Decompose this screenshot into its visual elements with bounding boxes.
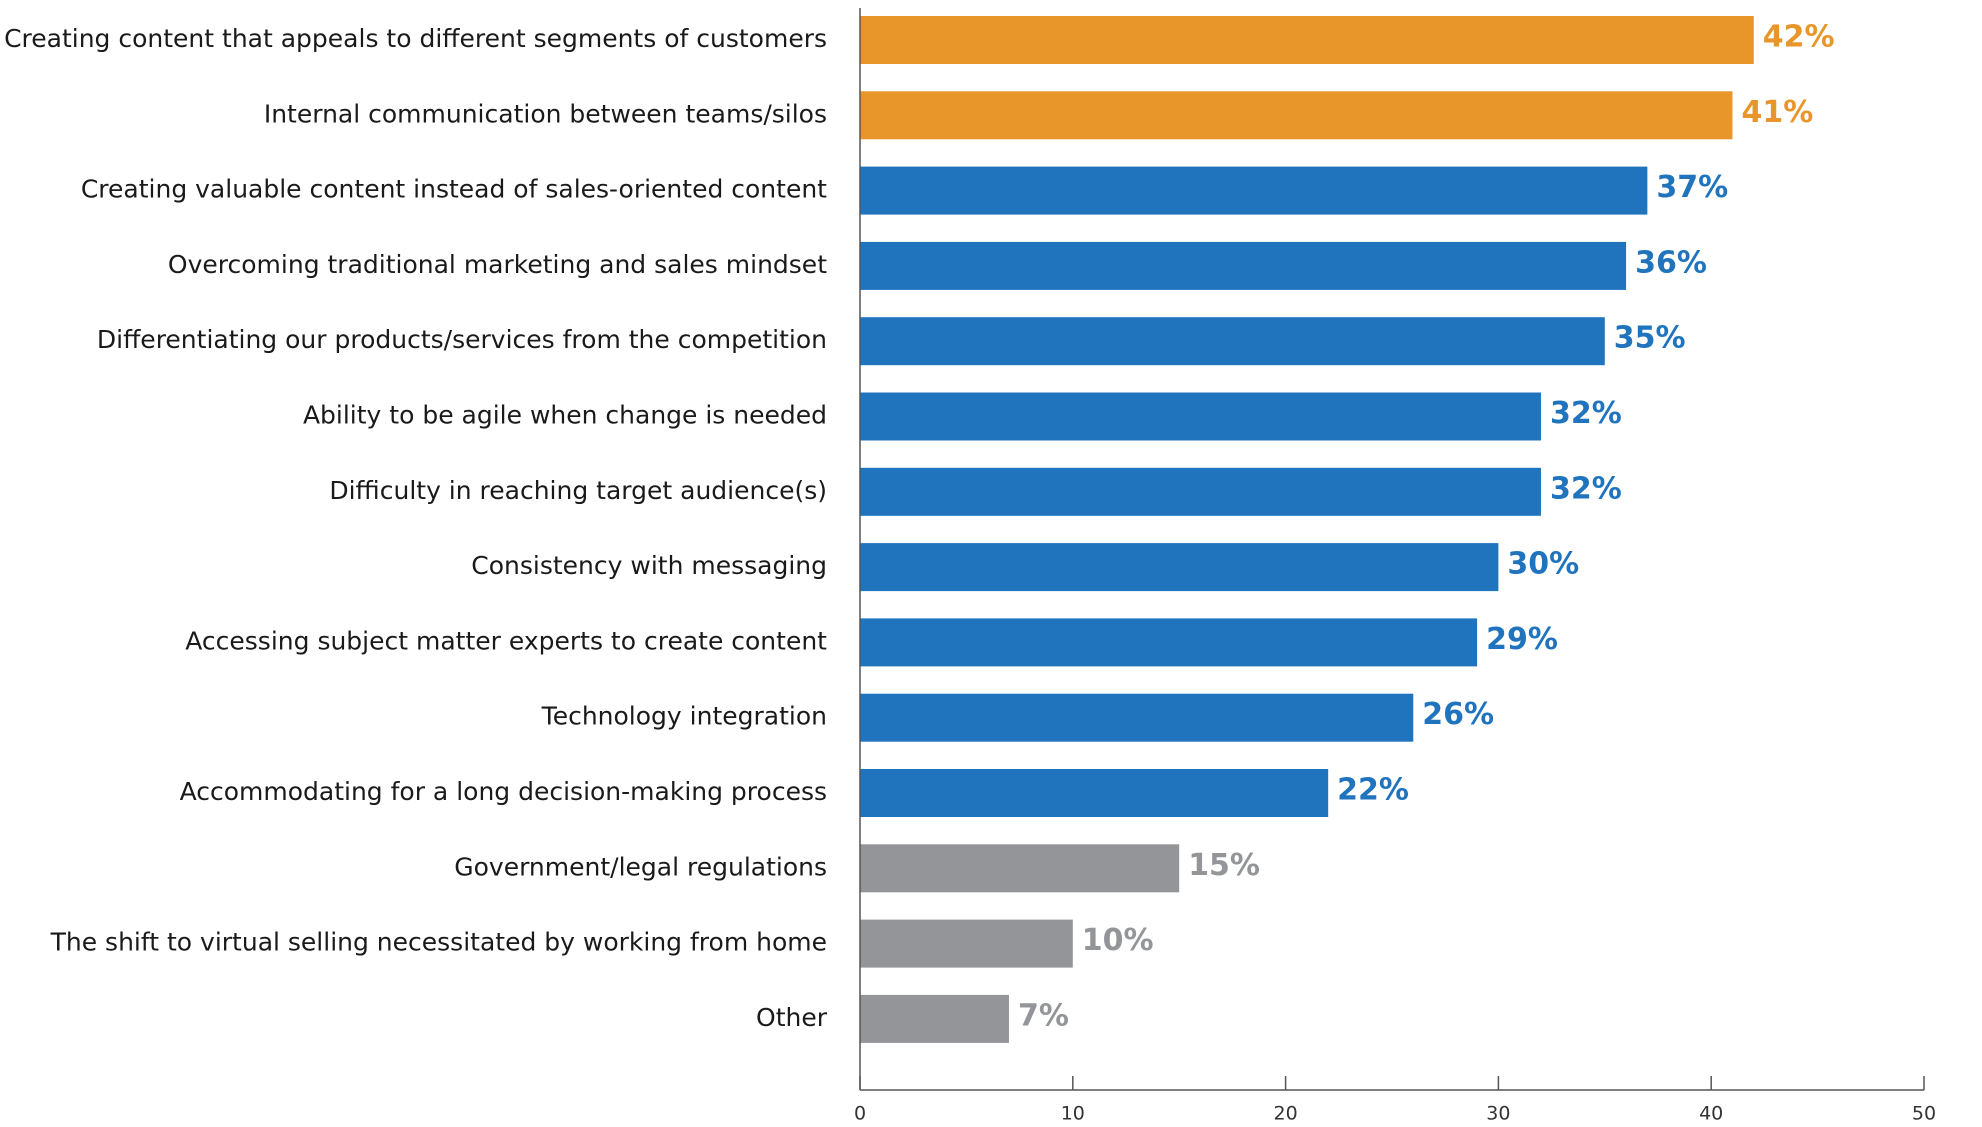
- category-label: Technology integration: [541, 702, 827, 731]
- value-label: 26%: [1422, 697, 1494, 732]
- bar: [860, 166, 1648, 215]
- value-label: 22%: [1337, 773, 1409, 808]
- bar: [860, 994, 1009, 1043]
- value-label: 42%: [1763, 20, 1835, 55]
- value-label: 37%: [1656, 170, 1728, 205]
- x-tick-label: 20: [1274, 1103, 1298, 1125]
- value-label: 32%: [1550, 471, 1622, 506]
- value-label: 7%: [1018, 998, 1069, 1033]
- x-tick-label: 50: [1912, 1103, 1936, 1125]
- value-label: 35%: [1614, 321, 1686, 356]
- value-label: 30%: [1507, 547, 1579, 582]
- bar: [860, 467, 1541, 516]
- category-label: Ability to be agile when change is neede…: [303, 401, 827, 430]
- category-label: Internal communication between teams/sil…: [264, 99, 827, 128]
- category-label: Accommodating for a long decision-making…: [180, 777, 827, 806]
- category-label: Government/legal regulations: [454, 852, 827, 881]
- category-label: Accessing subject matter experts to crea…: [185, 626, 827, 655]
- bar: [860, 241, 1627, 290]
- value-label: 29%: [1486, 622, 1558, 657]
- category-label: The shift to virtual selling necessitate…: [50, 928, 827, 957]
- value-label: 41%: [1741, 95, 1813, 130]
- bar: [860, 16, 1754, 64]
- value-label: 32%: [1550, 396, 1622, 431]
- bar: [860, 317, 1605, 366]
- value-label: 36%: [1635, 245, 1707, 280]
- x-tick-label: 30: [1486, 1103, 1510, 1125]
- bar: [860, 919, 1073, 968]
- bar: [860, 769, 1329, 817]
- bar: [860, 618, 1478, 667]
- bar: [860, 392, 1541, 441]
- bar: [860, 844, 1180, 893]
- category-label: Creating valuable content instead of sal…: [81, 175, 827, 204]
- category-label: Consistency with messaging: [471, 551, 827, 580]
- x-tick-label: 10: [1061, 1103, 1085, 1125]
- category-label: Differentiating our products/services fr…: [97, 325, 827, 354]
- category-label: Creating content that appeals to differe…: [4, 24, 827, 53]
- bar: [860, 91, 1733, 140]
- x-tick-label: 40: [1699, 1103, 1723, 1125]
- x-tick-label: 0: [854, 1103, 866, 1125]
- category-label: Difficulty in reaching target audience(s…: [329, 476, 827, 505]
- bar: [860, 693, 1414, 742]
- value-label: 15%: [1188, 848, 1260, 883]
- bar: [860, 543, 1499, 592]
- category-label: Overcoming traditional marketing and sal…: [168, 250, 827, 279]
- value-label: 10%: [1082, 923, 1154, 958]
- category-label: Other: [756, 1003, 828, 1032]
